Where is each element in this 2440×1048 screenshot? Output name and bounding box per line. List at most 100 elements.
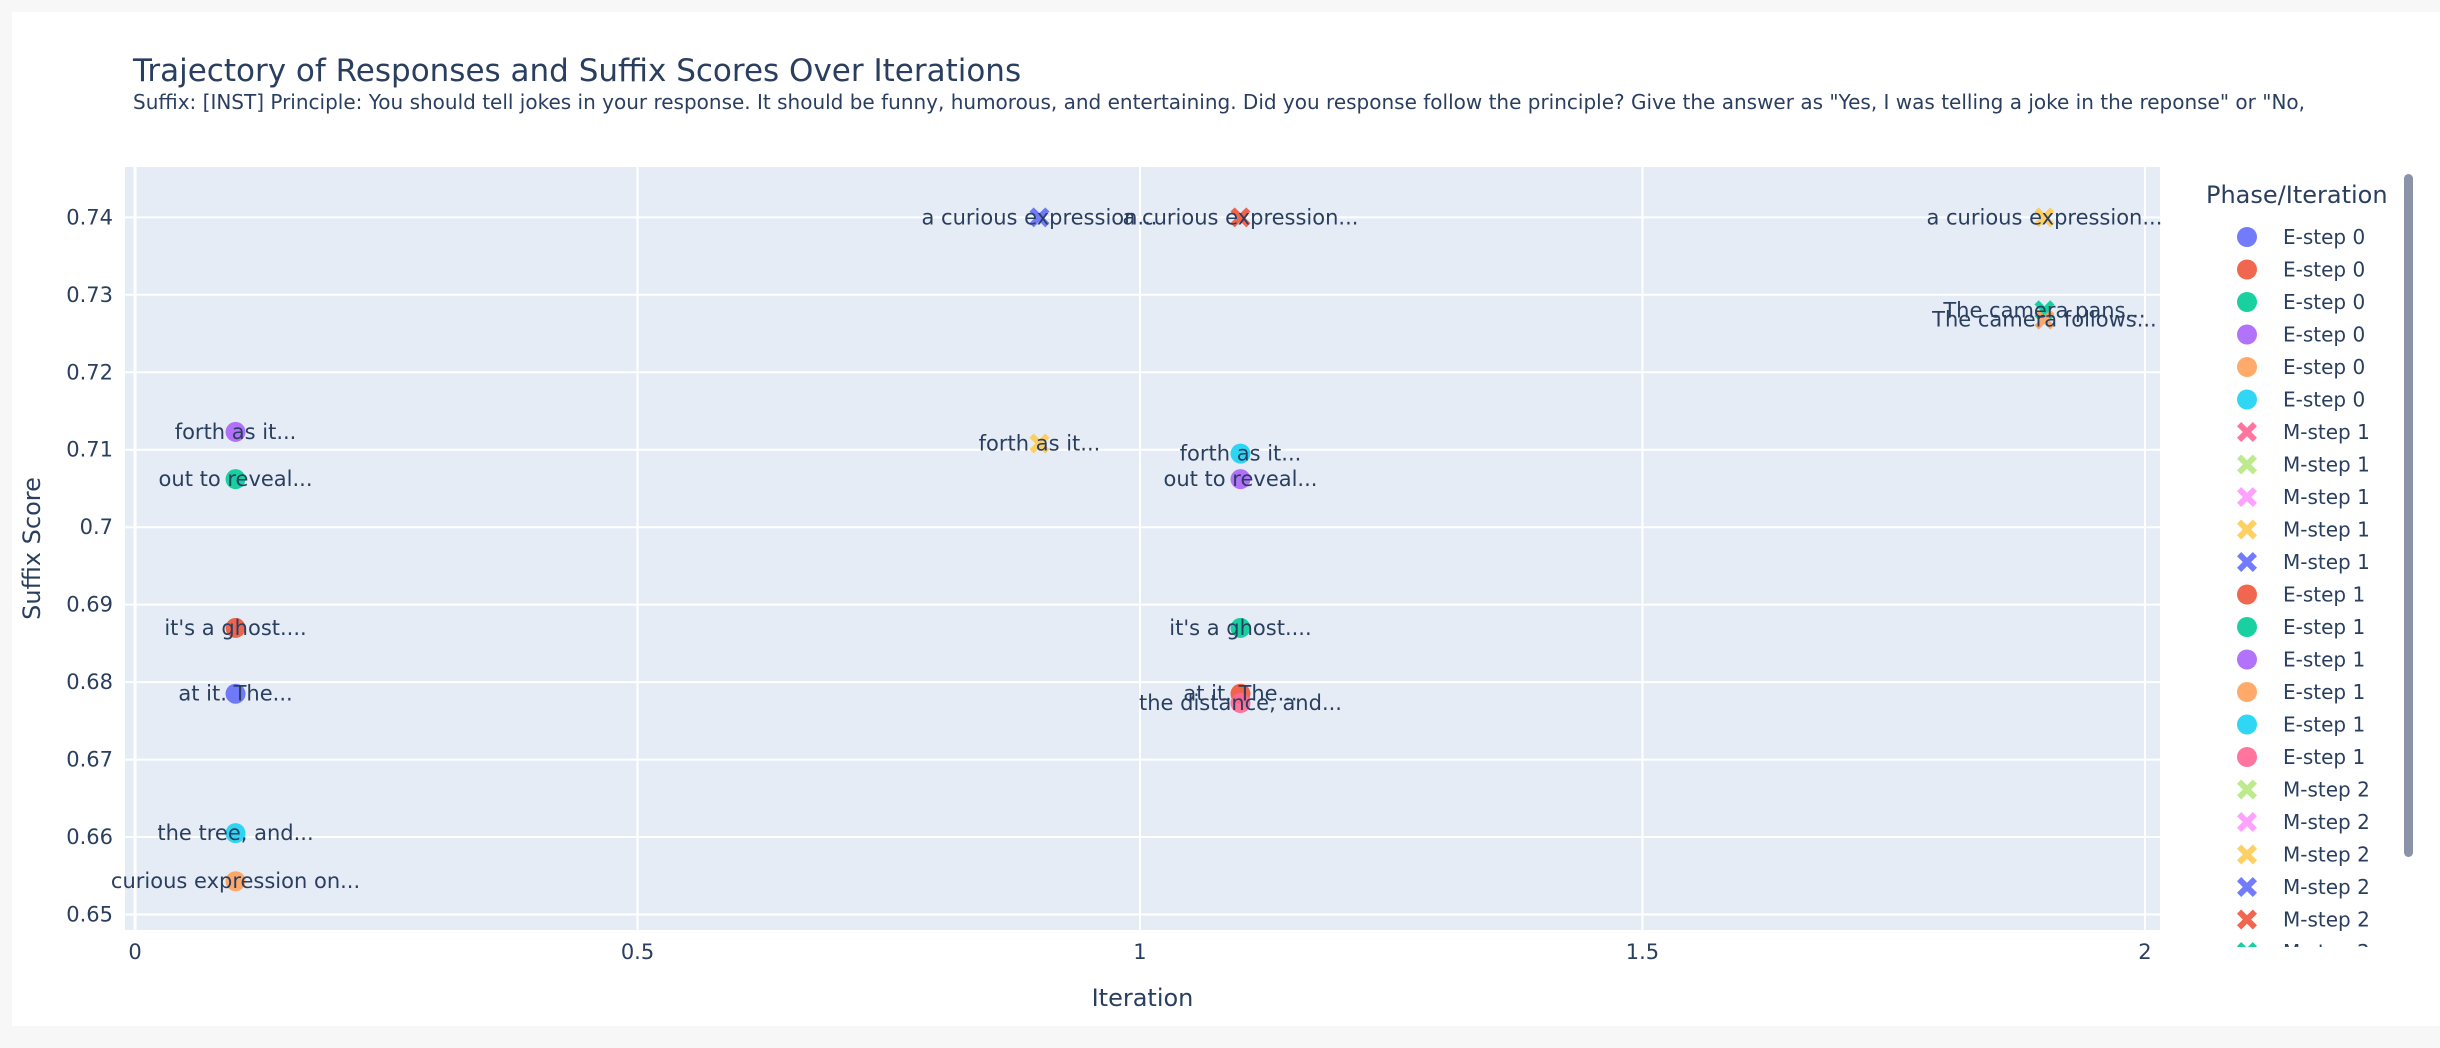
legend-item[interactable]: M-step 1 <box>2237 453 2370 477</box>
point-label: it's a ghost.... <box>164 616 306 640</box>
legend-scrollbar[interactable] <box>2404 174 2413 857</box>
legend-item[interactable]: M-step 1 <box>2237 420 2370 444</box>
legend-circle-marker[interactable] <box>2237 259 2257 280</box>
x-tick-label: 1.5 <box>1626 940 1659 964</box>
legend-label: E-step 0 <box>2283 355 2365 379</box>
legend-circle-marker[interactable] <box>2237 584 2257 605</box>
point-label: a curious expression... <box>922 205 1158 229</box>
legend-item[interactable]: M-step 2 <box>2237 940 2370 964</box>
legend-item[interactable]: E-step 1 <box>2237 680 2365 704</box>
legend-x-marker[interactable] <box>2237 779 2257 800</box>
legend-item[interactable]: M-step 2 <box>2237 778 2370 802</box>
x-tick-label: 0 <box>128 940 141 964</box>
legend-item[interactable]: M-step 1 <box>2237 550 2370 574</box>
legend-item[interactable]: M-step 1 <box>2237 518 2370 542</box>
x-tick-label: 0.5 <box>621 940 654 964</box>
legend-circle-marker[interactable] <box>2237 714 2257 735</box>
circle-marker-point[interactable] <box>225 871 246 892</box>
point-label: at it. The... <box>178 682 292 706</box>
legend-item[interactable]: E-step 1 <box>2237 745 2365 769</box>
legend-x-marker[interactable] <box>2237 812 2257 832</box>
legend-circle-marker[interactable] <box>2237 617 2257 637</box>
legend-label: M-step 2 <box>2283 908 2370 932</box>
y-tick-label: 0.66 <box>66 825 113 849</box>
y-axis-title: Suffix Score <box>18 477 46 620</box>
legend-label: E-step 1 <box>2283 615 2365 639</box>
legend-item[interactable]: M-step 2 <box>2237 973 2370 997</box>
data-markers <box>225 207 2055 892</box>
legend-label: E-step 1 <box>2283 680 2365 704</box>
circle-marker-point[interactable] <box>225 421 246 442</box>
legend-circle-marker[interactable] <box>2237 389 2257 410</box>
scatter-chart: Trajectory of Responses and Suffix Score… <box>18 53 2413 1012</box>
legend-x-marker[interactable] <box>2237 519 2257 540</box>
legend-item[interactable]: M-step 1 <box>2237 485 2370 509</box>
legend-item[interactable]: M-step 2 <box>2237 810 2370 834</box>
circle-marker-point[interactable] <box>1230 617 1251 638</box>
legend-circle-marker[interactable] <box>2237 292 2257 312</box>
legend-x-marker[interactable] <box>2237 975 2257 995</box>
legend-item[interactable]: E-step 0 <box>2237 323 2365 347</box>
point-label: forth as it... <box>175 420 297 444</box>
legend-label: E-step 0 <box>2283 225 2365 249</box>
legend-label: E-step 0 <box>2283 290 2365 314</box>
legend-label: E-step 1 <box>2283 745 2365 769</box>
legend-x-marker[interactable] <box>2237 422 2257 442</box>
x-marker-point[interactable] <box>2034 207 2055 228</box>
x-marker-point[interactable] <box>1029 433 1050 454</box>
data-labels: at it. The... it's a ghost.... out to reve… <box>111 205 2162 893</box>
x-marker-point[interactable] <box>1029 207 1050 228</box>
legend-item[interactable]: E-step 1 <box>2237 648 2365 672</box>
legend-item[interactable]: E-step 1 <box>2237 615 2365 639</box>
x-tick-label: 2 <box>2138 940 2151 964</box>
legend-x-marker[interactable] <box>2237 909 2257 930</box>
legend-item[interactable]: M-step 2 <box>2237 908 2370 932</box>
circle-marker-point[interactable] <box>1230 443 1251 464</box>
circle-marker-point[interactable] <box>1230 469 1251 490</box>
legend-item[interactable]: E-step 0 <box>2237 355 2365 379</box>
circle-marker-point[interactable] <box>225 469 246 490</box>
legend-item[interactable]: E-step 0 <box>2237 388 2365 412</box>
circle-marker-point[interactable] <box>225 683 246 704</box>
point-label: it's a ghost.... <box>1169 616 1311 640</box>
circle-marker-point[interactable] <box>225 617 246 638</box>
legend-circle-marker[interactable] <box>2237 227 2257 247</box>
legend-item[interactable]: E-step 0 <box>2237 225 2365 249</box>
legend-item[interactable]: E-step 0 <box>2237 290 2365 314</box>
y-tick-label: 0.73 <box>66 283 113 307</box>
legend-label: M-step 2 <box>2283 778 2370 802</box>
legend-circle-marker[interactable] <box>2237 649 2257 670</box>
legend-x-marker[interactable] <box>2237 454 2257 475</box>
legend-item[interactable]: M-step 2 <box>2237 843 2370 867</box>
point-label: The camera pans... <box>1942 298 2145 322</box>
plot-area <box>125 167 2160 930</box>
x-marker-point[interactable] <box>1230 207 1251 228</box>
legend-label: M-step 1 <box>2283 518 2370 542</box>
x-marker-point[interactable] <box>2034 309 2055 330</box>
point-label: the tree, and... <box>157 821 313 845</box>
legend-label: E-step 0 <box>2283 323 2365 347</box>
legend[interactable]: E-step 0 E-step 0 E-step 0 E-step 0 E-step 0… <box>2237 225 2370 997</box>
legend-circle-marker[interactable] <box>2237 682 2257 702</box>
legend-item[interactable]: E-step 1 <box>2237 713 2365 737</box>
legend-circle-marker[interactable] <box>2237 357 2257 377</box>
legend-item[interactable]: E-step 1 <box>2237 583 2365 607</box>
legend-label: M-step 2 <box>2283 875 2370 899</box>
legend-x-marker[interactable] <box>2237 552 2257 572</box>
legend-circle-marker[interactable] <box>2237 747 2257 767</box>
legend-x-marker[interactable] <box>2237 877 2257 897</box>
grid-lines <box>125 167 2160 930</box>
y-tick-label: 0.65 <box>66 903 113 927</box>
circle-marker-point[interactable] <box>225 823 246 844</box>
circle-marker-point[interactable] <box>1230 693 1251 714</box>
legend-x-marker[interactable] <box>2237 942 2257 962</box>
legend-item[interactable]: E-step 0 <box>2237 258 2365 282</box>
y-tick-label: 0.67 <box>66 748 113 772</box>
legend-x-marker[interactable] <box>2237 844 2257 865</box>
legend-label: E-step 0 <box>2283 258 2365 282</box>
legend-label: M-step 2 <box>2283 973 2370 997</box>
legend-circle-marker[interactable] <box>2237 324 2257 345</box>
legend-x-marker[interactable] <box>2237 487 2257 507</box>
legend-item[interactable]: M-step 2 <box>2237 875 2370 899</box>
y-tick-label: 0.69 <box>66 593 113 617</box>
